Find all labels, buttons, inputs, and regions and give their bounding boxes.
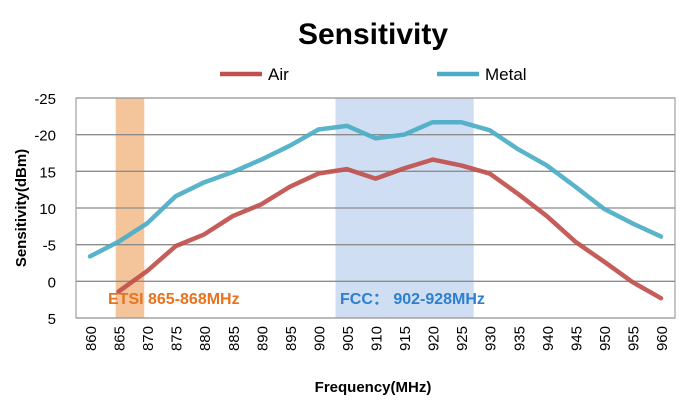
- y-tick-label: 5: [48, 311, 56, 328]
- x-tick-label: 895: [283, 326, 300, 351]
- x-tick-label: 875: [169, 326, 186, 351]
- band-label: FCC： 902-928MHz: [340, 291, 485, 308]
- band-label: ETSI 865-868MHz: [108, 291, 240, 308]
- series-lines: [87, 119, 664, 301]
- x-tick-label: 920: [426, 326, 443, 351]
- x-tick-label: 930: [483, 326, 500, 351]
- chart-title: Sensitivity: [298, 18, 448, 51]
- x-tick-label: 935: [511, 326, 528, 351]
- x-axis-label: Frequency(MHz): [315, 379, 432, 396]
- y-tick-label: 0: [48, 274, 56, 291]
- y-tick-label: 15: [39, 164, 56, 181]
- legend: Air Metal: [220, 65, 527, 84]
- x-tick-label: 870: [140, 326, 157, 351]
- band-labels: ETSI 865-868MHz FCC： 902-928MHz: [108, 291, 485, 308]
- plot-border: [75, 97, 676, 319]
- x-tick-label: 900: [311, 326, 328, 351]
- series-line-metal: [87, 119, 664, 259]
- x-tick-label: 945: [568, 326, 585, 351]
- x-tick-label: 950: [597, 326, 614, 351]
- y-axis-label: Sensitivity(dBm): [13, 149, 30, 267]
- y-tick-label: -5: [43, 238, 56, 255]
- x-tick-label: 940: [540, 326, 557, 351]
- x-tick-label: 865: [112, 326, 129, 351]
- x-tick-label: 905: [340, 326, 357, 351]
- y-tick-labels: -25 -20 15 10 -5 0 5: [34, 91, 56, 328]
- x-tick-label: 860: [83, 326, 100, 351]
- y-tick-label: -20: [34, 128, 56, 145]
- x-tick-label: 955: [625, 326, 642, 351]
- x-tick-labels: 860 865 870 875 880 885 890 895 900 905 910 915 920 9…: [83, 326, 671, 351]
- legend-label: Metal: [485, 65, 527, 84]
- y-tick-label: 10: [39, 201, 56, 218]
- x-tick-label: 890: [254, 326, 271, 351]
- y-tick-label: -25: [34, 91, 56, 108]
- series-line-air: [116, 157, 664, 301]
- x-tick-label: 885: [226, 326, 243, 351]
- x-tick-label: 880: [197, 326, 214, 351]
- legend-label: Air: [268, 65, 289, 84]
- x-tick-label: 915: [397, 326, 414, 351]
- x-tick-label: 925: [454, 326, 471, 351]
- x-tick-label: 910: [369, 326, 386, 351]
- x-tick-label: 960: [654, 326, 671, 351]
